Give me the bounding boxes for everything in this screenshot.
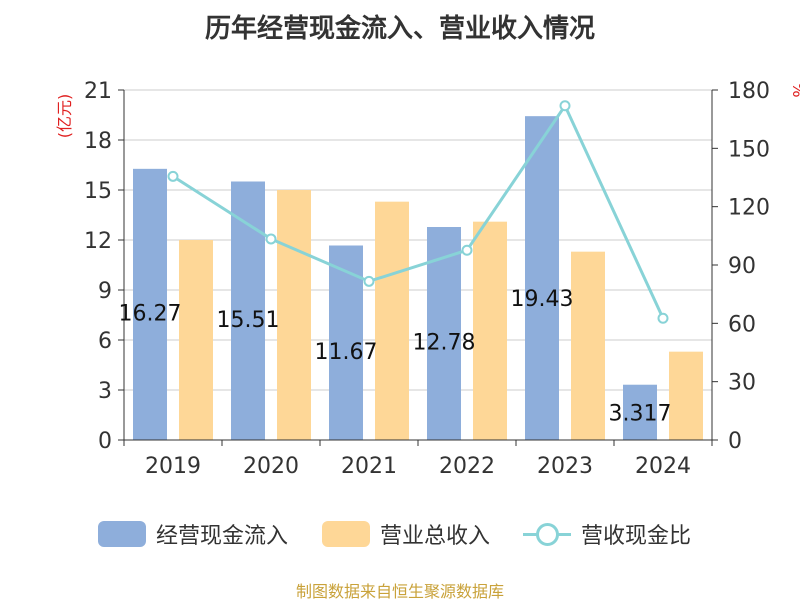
chart-legend: 经营现金流入 营业总收入 营收现金比 (0, 514, 800, 554)
y-right-tick-label: 120 (728, 196, 770, 221)
y-left-tick-label: 15 (84, 179, 112, 204)
data-label-cash-inflow: 19.43 (511, 287, 574, 312)
bar-revenue (179, 240, 213, 440)
bar-revenue (277, 190, 311, 440)
x-tick-label: 2021 (341, 454, 397, 479)
bar-revenue (375, 201, 409, 440)
data-label-cash-inflow: 15.51 (217, 308, 280, 333)
y-right-tick-label: 0 (728, 429, 742, 454)
legend-label-cash-ratio: 营收现金比 (581, 524, 692, 549)
legend-label-revenue: 营业总收入 (380, 524, 491, 549)
x-tick-label: 2020 (243, 454, 299, 479)
chart-title: 历年经营现金流入、营业收入情况 (204, 14, 595, 44)
data-label-cash-inflow: 12.78 (413, 331, 476, 356)
point-cash-ratio (265, 233, 277, 245)
line-cash-ratio (172, 102, 665, 319)
x-tick-label: 2022 (439, 454, 495, 479)
data-label-cash-inflow: 3.317 (609, 402, 672, 427)
legend-item-cash-inflow[interactable]: 经营现金流入 (98, 514, 288, 554)
bar-cash-inflow (133, 168, 167, 441)
legend-item-cash-ratio[interactable]: 营收现金比 (523, 514, 691, 554)
bar-revenue (571, 251, 605, 440)
y-left-tick-label: 6 (98, 329, 112, 354)
y-left-axis-label: (亿元) (55, 94, 74, 139)
legend-label-cash-inflow: 经营现金流入 (156, 524, 289, 549)
y-right-tick-label: 150 (728, 137, 770, 162)
legend-swatch-cash-ratio (523, 521, 571, 547)
y-left-tick-label: 3 (98, 379, 112, 404)
y-right-tick-label: 90 (728, 254, 756, 279)
point-cash-ratio (657, 312, 669, 324)
bar-revenue (473, 221, 507, 440)
legend-item-revenue[interactable]: 营业总收入 (322, 514, 490, 554)
bar-cash-inflow (525, 116, 559, 441)
point-cash-ratio (363, 275, 375, 287)
point-cash-ratio (167, 170, 179, 182)
data-label-cash-inflow: 11.67 (315, 340, 378, 365)
x-tick-label: 2023 (537, 454, 593, 479)
y-right-tick-label: 30 (728, 371, 756, 396)
legend-swatch-cash-inflow (98, 521, 146, 547)
y-right-tick-label: 60 (728, 312, 756, 337)
source-note: 制图数据来自恒生聚源数据库 (295, 582, 504, 601)
bar-cash-inflow (623, 384, 657, 440)
data-label-cash-inflow: 16.27 (119, 301, 182, 326)
y-left-tick-label: 18 (84, 129, 112, 154)
legend-swatch-revenue (322, 521, 370, 547)
y-left-tick-label: 0 (98, 429, 112, 454)
y-left-tick-label: 12 (84, 229, 112, 254)
x-tick-label: 2019 (145, 454, 201, 479)
y-right-axis-label: % (789, 82, 800, 97)
bar-revenue (669, 351, 703, 440)
y-right-tick-label: 180 (728, 79, 770, 104)
point-cash-ratio (559, 100, 571, 112)
chart-plot: 0 3 6 9 12 15 18 21 0 30 60 90 120 150 180 (亿元)% 2019 202… (55, 79, 800, 479)
y-left-tick-label: 9 (98, 279, 112, 304)
x-tick-label: 2024 (635, 454, 691, 479)
y-left-tick-label: 21 (84, 79, 112, 104)
point-cash-ratio (461, 244, 473, 256)
